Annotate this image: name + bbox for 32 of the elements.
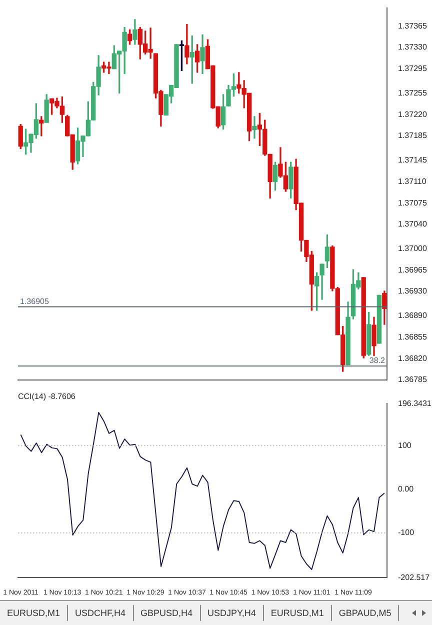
y-tick-label: 1.37365 xyxy=(398,21,428,30)
annotation: 38.2 xyxy=(369,356,386,366)
chart-title: CCI(14) -8.7606 xyxy=(18,392,76,402)
text: GBPUSD,H4 xyxy=(134,605,201,621)
y-tick-label: -100 xyxy=(398,528,415,538)
y-tick-label: 1.37330 xyxy=(398,42,428,52)
text: USDCHF,H4 xyxy=(68,605,134,621)
y-tick-label: 196.3431 xyxy=(398,398,432,408)
y-tick-label: -202.517 xyxy=(398,572,430,582)
y-tick-label: 100 xyxy=(398,440,412,450)
y-tick-label: 0.00 xyxy=(398,484,414,494)
y-tick-label: 1.36930 xyxy=(398,286,428,296)
y-tick-label: 1.36855 xyxy=(398,332,428,342)
y-tick-label: 1.37185 xyxy=(398,131,428,140)
text: USDJPY,H4 xyxy=(200,605,264,621)
candlestick xyxy=(252,116,257,139)
text: GBPAUD,M5 xyxy=(332,605,400,621)
text: EURUSD,M1 xyxy=(264,605,332,621)
y-tick-label: 1.36890 xyxy=(398,311,428,320)
y-tick-label: 1.37040 xyxy=(398,220,428,229)
y-tick-label: 1.37145 xyxy=(398,156,428,165)
y-tick-label: 1.36785 xyxy=(398,375,428,384)
y-tick-label: 1.37075 xyxy=(398,198,428,208)
y-tick-label: 1.37255 xyxy=(398,88,428,98)
text: EURUSD,M1 xyxy=(0,605,68,621)
ref-line-label: 1.36905 xyxy=(20,296,50,306)
y-tick-label: 1.36965 xyxy=(398,265,428,274)
y-tick-label: 1.37220 xyxy=(398,110,428,119)
y-tick-label: 1.36820 xyxy=(398,354,428,363)
y-tick-label: 1.37110 xyxy=(398,176,427,186)
y-tick-label: 1.37295 xyxy=(398,64,428,74)
y-tick-label: 1.37000 xyxy=(398,244,428,254)
